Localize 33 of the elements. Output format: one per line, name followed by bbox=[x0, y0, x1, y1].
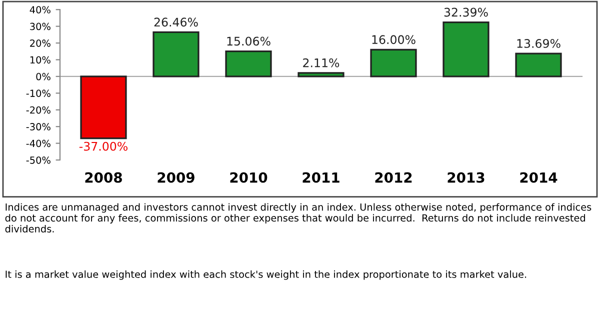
x-tick-label: 2011 bbox=[302, 172, 340, 183]
x-tick-label: 2010 bbox=[230, 172, 268, 183]
data-label: 13.69% bbox=[517, 39, 560, 48]
data-label: 26.46% bbox=[154, 18, 198, 27]
y-tick-label: -50% bbox=[26, 156, 50, 164]
x-tick-label: 2012 bbox=[375, 172, 412, 183]
y-tick-label: 30% bbox=[30, 22, 50, 30]
bar bbox=[152, 31, 200, 78]
data-label: -37.00% bbox=[79, 142, 128, 151]
y-tick-label: 10% bbox=[30, 56, 50, 64]
y-tick-label: -40% bbox=[26, 140, 50, 148]
bar bbox=[298, 72, 344, 78]
y-tick-label: 20% bbox=[30, 40, 50, 47]
bar bbox=[225, 50, 272, 78]
bar bbox=[442, 21, 490, 78]
text: It is a market value weighted index with each stock's weight in the index proportionate to its market value. bbox=[6, 270, 526, 280]
y-tick-label: -20% bbox=[26, 106, 50, 114]
x-tick-label: 2014 bbox=[520, 172, 558, 183]
x-tick-label: 2009 bbox=[158, 172, 194, 183]
bar bbox=[515, 52, 562, 78]
data-label: 32.39% bbox=[444, 8, 488, 17]
y-tick-label: 40% bbox=[30, 6, 50, 14]
x-tick-label: 2008 bbox=[85, 172, 122, 183]
y-tick-label: -30% bbox=[26, 123, 50, 130]
bar bbox=[80, 76, 127, 140]
x-tick-label: 2013 bbox=[448, 172, 484, 183]
data-label: 15.06% bbox=[227, 36, 270, 46]
data-label: 2.11% bbox=[303, 58, 340, 68]
data-label: 16.00% bbox=[372, 35, 416, 44]
y-tick-label: -10% bbox=[26, 90, 50, 97]
y-tick-label: 0% bbox=[36, 72, 50, 80]
bar bbox=[370, 48, 417, 78]
text: Indices are unmanaged and investors cannot invest directly in an index. Unless otherwise noted, performance of indices do not account for any fees, commissions or other expenses that would be incurred. Returns do not include reinvested dividends. bbox=[5, 203, 592, 232]
